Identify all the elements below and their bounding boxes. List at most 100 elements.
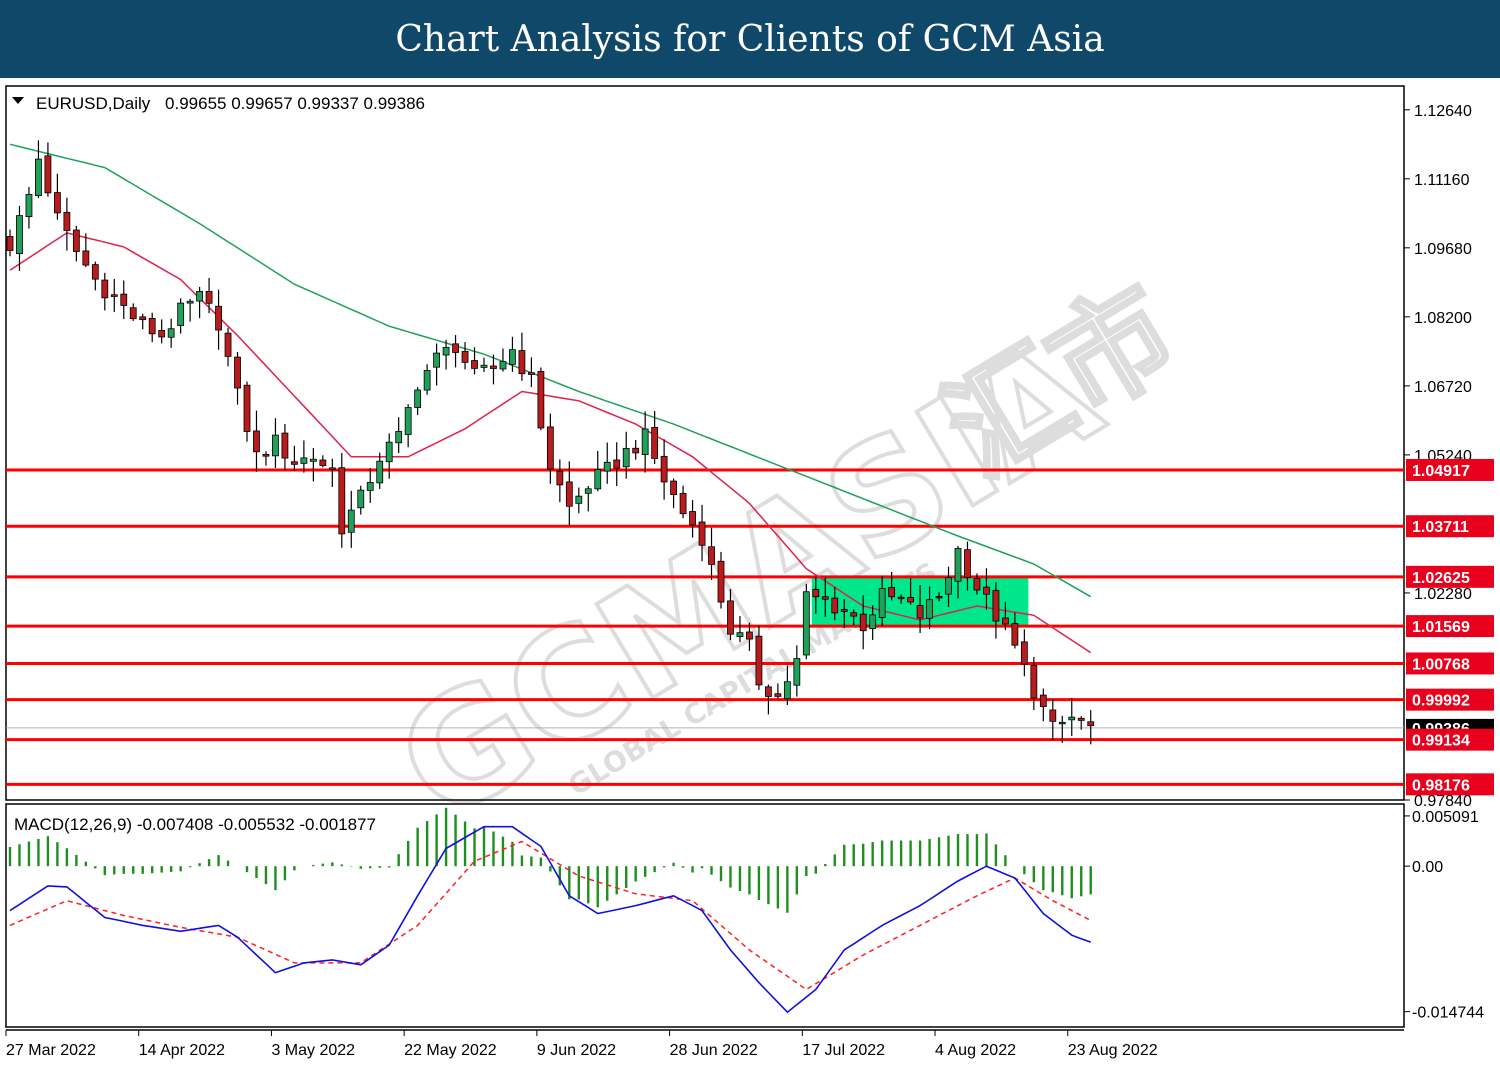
candle (717, 551, 725, 609)
candle (603, 442, 611, 484)
candle (774, 683, 782, 699)
candle (746, 622, 753, 651)
candle (186, 298, 194, 322)
candle (869, 605, 877, 640)
candle (452, 335, 459, 368)
candle (91, 261, 99, 291)
candle (63, 197, 71, 251)
candle (509, 336, 516, 372)
candle (1011, 612, 1019, 649)
candle (243, 381, 251, 442)
level-label: 1.04917 (1412, 463, 1470, 480)
candle (395, 417, 403, 453)
candle (859, 595, 867, 650)
candle (309, 448, 317, 482)
candle (783, 665, 791, 706)
candle (907, 578, 914, 605)
candle (973, 573, 981, 595)
candle (670, 478, 677, 509)
macd-tick-label: 0.005091 (1412, 809, 1479, 826)
candle (224, 327, 232, 367)
candle (935, 592, 943, 602)
price-tick-label: 1.08200 (1414, 310, 1472, 327)
candle (584, 485, 592, 512)
candle (385, 433, 393, 479)
candle (660, 439, 668, 500)
candle (916, 584, 924, 634)
candle (262, 451, 270, 466)
candle (1039, 688, 1047, 722)
candle (72, 225, 80, 262)
candle (802, 583, 810, 660)
candle (300, 440, 308, 473)
candle (983, 568, 990, 610)
candle (272, 418, 279, 468)
candle (698, 504, 706, 562)
candle (1068, 697, 1076, 736)
level-label: 1.03711 (1412, 519, 1469, 536)
candle (490, 354, 497, 385)
candle (177, 298, 185, 334)
candle (404, 404, 412, 448)
price-panel (5, 85, 1405, 801)
macd-line (9, 825, 1091, 1014)
candle (518, 332, 526, 381)
level-label-box (1406, 728, 1494, 751)
date-tick-label: 17 Jul 2022 (802, 1042, 885, 1059)
candle (926, 586, 933, 630)
candle (821, 577, 829, 617)
candle (1002, 601, 1009, 631)
macd-tick-label: 0.00 (1412, 859, 1443, 876)
candle (850, 609, 858, 626)
candle (528, 357, 535, 388)
candle (319, 455, 327, 468)
candle (433, 343, 441, 386)
date-tick-label: 3 May 2022 (271, 1042, 355, 1059)
candle (376, 452, 384, 489)
dropdown-triangle-icon[interactable] (12, 97, 24, 104)
date-tick-label: 14 Apr 2022 (139, 1042, 225, 1059)
candle (110, 279, 118, 313)
candle (158, 319, 166, 344)
candle (129, 303, 137, 321)
candle (689, 500, 696, 538)
level-label-box (1406, 565, 1494, 588)
candle (120, 280, 128, 320)
candle (1077, 716, 1085, 730)
candle (54, 173, 61, 220)
candle (167, 318, 175, 348)
macd-signal-line (9, 840, 1092, 991)
candle (253, 410, 260, 472)
candle (6, 229, 14, 257)
level-label: 0.99992 (1412, 693, 1470, 710)
candle (793, 645, 801, 697)
candle (290, 445, 298, 471)
candle (414, 387, 422, 416)
candle (1049, 699, 1057, 741)
level-label-box (1406, 458, 1494, 481)
candle (565, 461, 573, 526)
candle (1020, 629, 1028, 677)
candle (575, 487, 583, 514)
candle (480, 357, 488, 373)
macd-tick-label: -0.014744 (1412, 1005, 1484, 1022)
candle (897, 594, 905, 604)
price-tick-label: 1.02280 (1414, 586, 1472, 603)
date-tick-label: 23 Aug 2022 (1068, 1042, 1158, 1059)
candle (888, 572, 896, 601)
candle (25, 186, 33, 229)
candle (992, 582, 1000, 639)
candle (537, 367, 545, 431)
date-tick-label: 22 May 2022 (404, 1042, 497, 1059)
candle (641, 411, 649, 473)
candle (234, 351, 241, 405)
candle (546, 413, 554, 484)
candle (556, 459, 564, 503)
level-label: 0.99134 (1412, 733, 1470, 750)
candle (82, 233, 90, 268)
chart-banner-title: Chart Analysis for Clients of GCM Asia (0, 0, 1500, 78)
candle (736, 616, 744, 643)
macd-title: MACD(12,26,9) -0.007408 -0.005532 -0.001… (14, 815, 376, 834)
level-label: 1.00768 (1412, 656, 1470, 673)
